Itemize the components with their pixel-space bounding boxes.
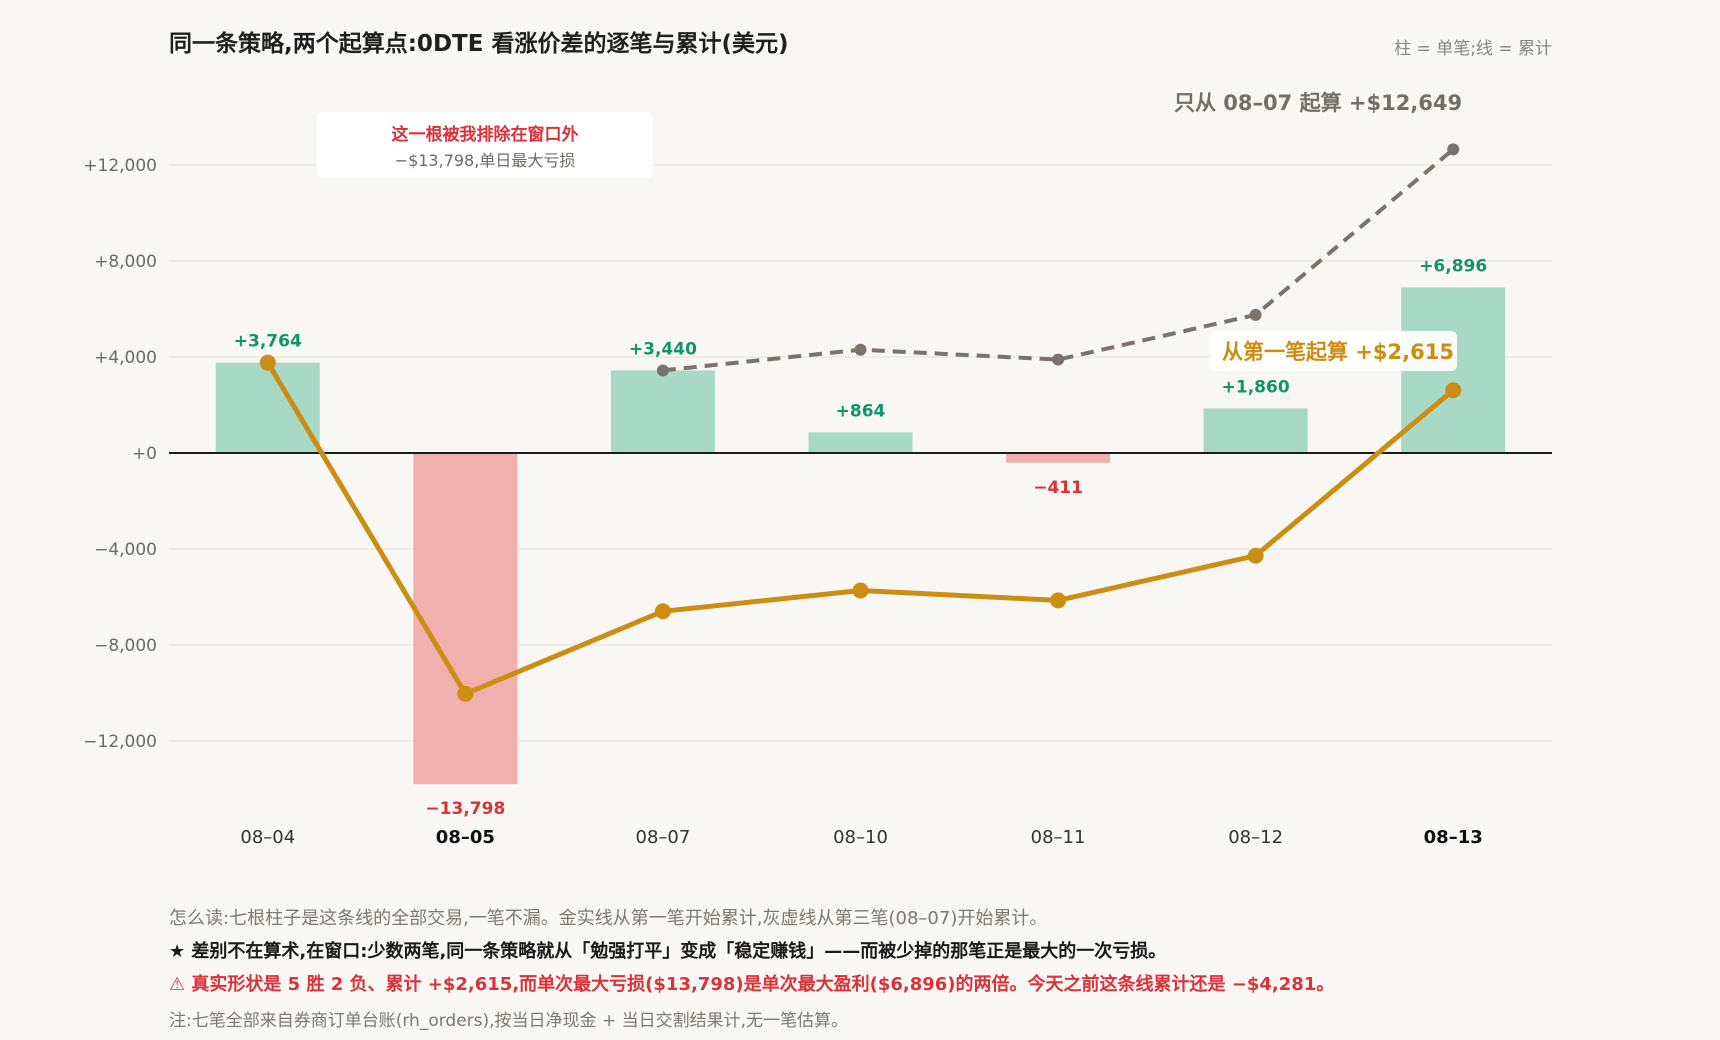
label-layer: +3,764 −13,798 +3,440 +864 −411 +1,860 +6,896 0… (234, 256, 1487, 848)
full-cumulative-point (654, 603, 671, 620)
x-tick-label: 08–10 (833, 827, 888, 848)
x-tick-label: 08–04 (240, 827, 295, 848)
partial-cumulative-point (854, 343, 867, 356)
full-cumulative-callout: 从第一笔起算 +$2,615 (1222, 340, 1454, 364)
full-cumulative-point (259, 354, 276, 371)
partial-cumulative-point (1052, 353, 1065, 366)
y-tick-label: +8,000 (94, 252, 157, 272)
excluded-callout-subtitle: −$13,798,单日最大亏损 (395, 151, 576, 170)
bar-value-label: +3,764 (234, 332, 302, 352)
chart-plot: +12,000 +8,000 +4,000 +0 −4,000 −8,000 −12,000… (83, 91, 1552, 848)
full-cumulative-point (1050, 592, 1067, 609)
bar-value-label: −411 (1033, 478, 1083, 498)
full-cumulative-point (1445, 382, 1462, 399)
footer-source-note: 注:七笔全部来自券商订单台账(rh_orders),按当日净现金 + 当日交割结… (169, 1011, 849, 1031)
bar-value-label: +864 (836, 401, 886, 421)
partial-cumulative-point (1249, 308, 1262, 321)
full-cumulative-point (852, 582, 869, 599)
excluded-callout-box (317, 112, 653, 178)
footer-howto: 怎么读:七根柱子是这条线的全部交易,一笔不漏。金实线从第一笔开始累计,灰虚线从第… (169, 908, 1048, 929)
y-tick-label: +12,000 (83, 156, 157, 176)
y-tick-label: −12,000 (83, 732, 157, 752)
x-tick-label: 08–07 (636, 827, 691, 848)
bar-value-label: +1,860 (1222, 377, 1290, 397)
partial-cumulative-point (1447, 143, 1460, 156)
footer-key-insight: ★ 差别不在算术,在窗口:少数两笔,同一条策略就从「勉强打平」变成「稳定赚钱」—… (169, 941, 1167, 962)
x-tick-label: 08–13 (1424, 827, 1483, 848)
grid-layer: +12,000 +8,000 +4,000 +0 −4,000 −8,000 −12,000 (83, 156, 1552, 752)
y-tick-label: −4,000 (94, 540, 157, 560)
chart-title: 同一条策略,两个起算点:0DTE 看涨价差的逐笔与累计(美元) (169, 31, 789, 57)
footer-warning: ⚠ 真实形状是 5 胜 2 负、累计 +$2,615,而单次最大亏损($13,7… (169, 974, 1335, 995)
full-cumulative-point (1247, 547, 1264, 564)
y-tick-label: +0 (132, 444, 157, 464)
bar (1203, 408, 1308, 453)
legend-note: 柱 = 单笔;线 = 累计 (1394, 39, 1552, 59)
x-tick-label: 08–11 (1031, 827, 1086, 848)
bar-value-label: −13,798 (425, 799, 505, 819)
bar (1006, 453, 1111, 463)
bar (610, 370, 715, 453)
bar (808, 432, 913, 453)
x-tick-label: 08–05 (436, 827, 495, 848)
bar (215, 362, 320, 453)
partial-cumulative-point (656, 364, 669, 377)
y-tick-label: +4,000 (94, 348, 157, 368)
bar-value-label: +6,896 (1419, 256, 1487, 276)
x-tick-label: 08–12 (1228, 827, 1283, 848)
full-cumulative-callout-box (1210, 331, 1457, 371)
excluded-callout-title: 这一根被我排除在窗口外 (392, 124, 579, 145)
line-layer (259, 143, 1462, 702)
excluded-callout: 这一根被我排除在窗口外 −$13,798,单日最大亏损 (317, 112, 653, 178)
bar (413, 453, 518, 785)
full-cumulative-point (457, 685, 474, 702)
partial-cumulative-line (662, 147, 1455, 373)
y-tick-label: −8,000 (94, 636, 157, 656)
bar-value-label: +3,440 (629, 339, 697, 359)
partial-cumulative-callout: 只从 08–07 起算 +$12,649 (1174, 91, 1462, 115)
